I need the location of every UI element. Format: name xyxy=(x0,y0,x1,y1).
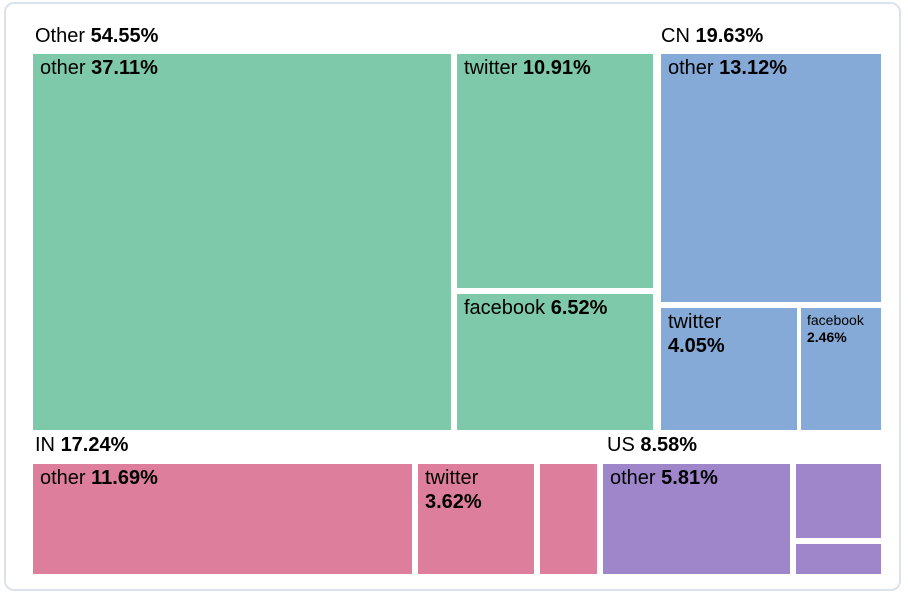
cell-name: twitter xyxy=(668,311,722,333)
cell-name: other xyxy=(40,467,86,489)
group-title-cn: CN 19.63% xyxy=(661,24,763,48)
treemap-cell-other-other[interactable]: other 37.11% xyxy=(33,54,451,430)
treemap-card: Other 54.55% other 37.11% twitter 10.91%… xyxy=(4,2,901,591)
group-title-other: Other 54.55% xyxy=(35,24,158,48)
cell-value: 13.12% xyxy=(719,57,787,79)
cell-name: twitter xyxy=(464,57,518,79)
treemap-cell-cn-twitter[interactable]: twitter 4.05% xyxy=(661,308,797,430)
cell-value: 6.52% xyxy=(550,297,608,319)
cell-name: facebook xyxy=(807,312,864,328)
treemap-cell-cn-other[interactable]: other 13.12% xyxy=(661,54,881,302)
cell-value: 11.69% xyxy=(91,467,158,489)
cell-name: twitter xyxy=(425,467,479,489)
cell-name: other xyxy=(40,57,86,79)
treemap-cell-us-facebook[interactable] xyxy=(796,544,881,574)
treemap-cell-us-other[interactable]: other 5.81% xyxy=(603,464,790,574)
treemap-cell-other-twitter[interactable]: twitter 10.91% xyxy=(457,54,653,288)
group-value: 8.58% xyxy=(640,434,698,456)
cell-value: 4.05% xyxy=(668,334,725,357)
group-name: US xyxy=(607,434,635,456)
cell-name: facebook xyxy=(464,297,546,319)
cell-name: other xyxy=(668,57,714,79)
cell-value: 5.81% xyxy=(661,467,718,489)
group-value: 19.63% xyxy=(695,25,764,47)
treemap-cell-us-twitter[interactable] xyxy=(796,464,881,538)
group-value: 54.55% xyxy=(90,25,159,47)
group-name: CN xyxy=(661,25,690,47)
treemap-cell-cn-facebook[interactable]: facebook 2.46% xyxy=(801,308,881,430)
group-name: Other xyxy=(35,25,86,47)
cell-value: 10.91% xyxy=(522,57,591,79)
cell-value: 37.11% xyxy=(91,57,158,79)
group-name: IN xyxy=(35,434,55,456)
treemap-cell-in-facebook[interactable] xyxy=(540,464,597,574)
treemap-chart: Other 54.55% other 37.11% twitter 10.91%… xyxy=(6,4,899,589)
treemap-cell-in-twitter[interactable]: twitter 3.62% xyxy=(418,464,534,574)
cell-value: 2.46% xyxy=(807,328,847,345)
cell-value: 3.62% xyxy=(425,490,482,513)
group-title-in: IN 17.24% xyxy=(35,433,128,457)
group-title-us: US 8.58% xyxy=(607,433,697,457)
group-value: 17.24% xyxy=(60,434,129,456)
cell-name: other xyxy=(610,467,656,489)
treemap-cell-in-other[interactable]: other 11.69% xyxy=(33,464,412,574)
treemap-cell-other-facebook[interactable]: facebook 6.52% xyxy=(457,294,653,430)
